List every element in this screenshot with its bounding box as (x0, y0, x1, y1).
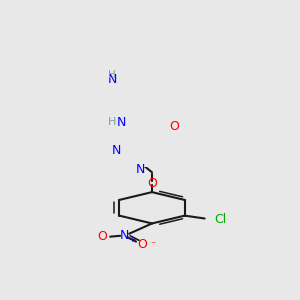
Text: O: O (137, 238, 147, 250)
Text: H: H (108, 70, 116, 80)
Text: N: N (112, 144, 121, 157)
Text: Cl: Cl (214, 213, 227, 226)
Text: N: N (119, 229, 129, 242)
Text: O: O (169, 120, 179, 133)
Text: O: O (97, 230, 107, 243)
Text: N: N (107, 73, 117, 86)
Text: +: + (128, 235, 136, 244)
Text: H: H (108, 117, 116, 127)
Text: N: N (117, 116, 126, 129)
Text: N: N (135, 163, 145, 176)
Text: O: O (147, 177, 157, 190)
Text: ⁻: ⁻ (150, 240, 155, 250)
